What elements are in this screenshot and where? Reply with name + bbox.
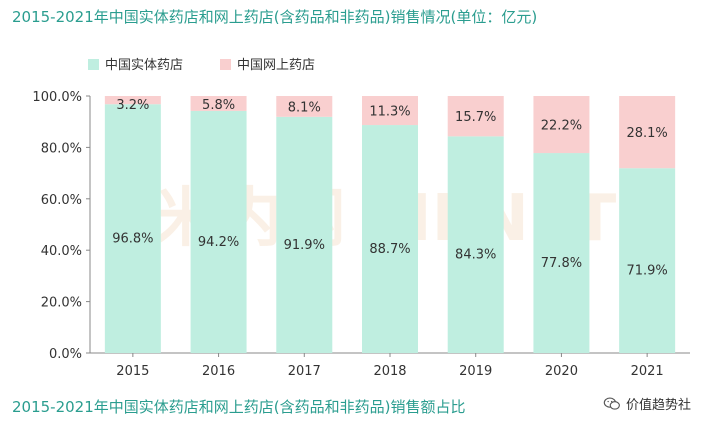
x-tick-label: 2017 [288,364,321,379]
data-label: 11.3% [369,105,410,120]
bar-segment [362,125,418,353]
x-tick-label: 2019 [459,364,492,379]
bar-segment [619,96,676,169]
y-tick-label: 80.0% [41,141,82,156]
bar-segment [533,96,590,154]
bar-segment [447,136,504,353]
y-tick-label: 60.0% [41,193,82,208]
bar-segment [190,110,247,353]
chart-caption: 2015-2021年中国实体药店和网上药店(含药品和非药品)销售额占比 [12,398,466,416]
data-label: 22.2% [541,119,582,134]
legend-swatch [88,59,99,70]
data-label: 94.2% [198,235,239,250]
chart-title: 2015-2021年中国实体药店和网上药店(含药品和非药品)销售情况(单位：亿元… [12,8,538,26]
data-label: 96.8% [112,232,153,247]
bar-segment [190,96,247,111]
bar-segment [533,153,590,353]
y-tick-label: 100.0% [32,90,82,105]
data-label: 8.1% [288,100,321,115]
data-label: 88.7% [369,242,410,257]
bar-segment [104,96,161,105]
x-tick-label: 2018 [373,364,406,379]
brand-watermark: 价值趋势社 [603,394,691,413]
legend: 中国实体药店 中国网上药店 [88,58,315,73]
bar-segment [447,96,504,137]
data-label: 91.9% [284,238,325,253]
bar-segment [104,104,161,353]
x-tick-label: 2020 [545,364,578,379]
bar-segment [276,96,333,117]
data-label: 84.3% [455,248,496,263]
legend-swatch [220,59,231,70]
data-label: 28.1% [626,126,667,141]
axes: 0.0% 20.0% 40.0% 60.0% 80.0% 100.0% 2015 2016 20… [32,90,690,379]
legend-label: 中国网上药店 [237,58,315,73]
data-label: 5.8% [202,98,235,113]
x-tick-label: 2021 [631,364,664,379]
y-tick-label: 20.0% [41,296,82,311]
y-tick-label: 40.0% [41,244,82,259]
data-label: 3.2% [116,98,149,113]
legend-label: 中国实体药店 [105,58,183,73]
data-label: 15.7% [455,110,496,125]
y-tick-label: 0.0% [49,347,82,362]
wechat-icon [603,396,620,410]
bar-segment [619,168,676,353]
x-tick-label: 2015 [116,364,149,379]
x-tick-label: 2016 [202,364,235,379]
brand-name: 价值趋势社 [625,398,691,413]
data-label: 71.9% [626,264,667,279]
data-labels: 96.8% 3.2% 94.2% 5.8% 91.9% 8.1% 88.7% 11.3% 84.… [112,98,668,279]
data-label: 77.8% [541,256,582,271]
bars [104,96,676,353]
bar-segment [276,116,333,353]
bar-segment [362,96,418,126]
